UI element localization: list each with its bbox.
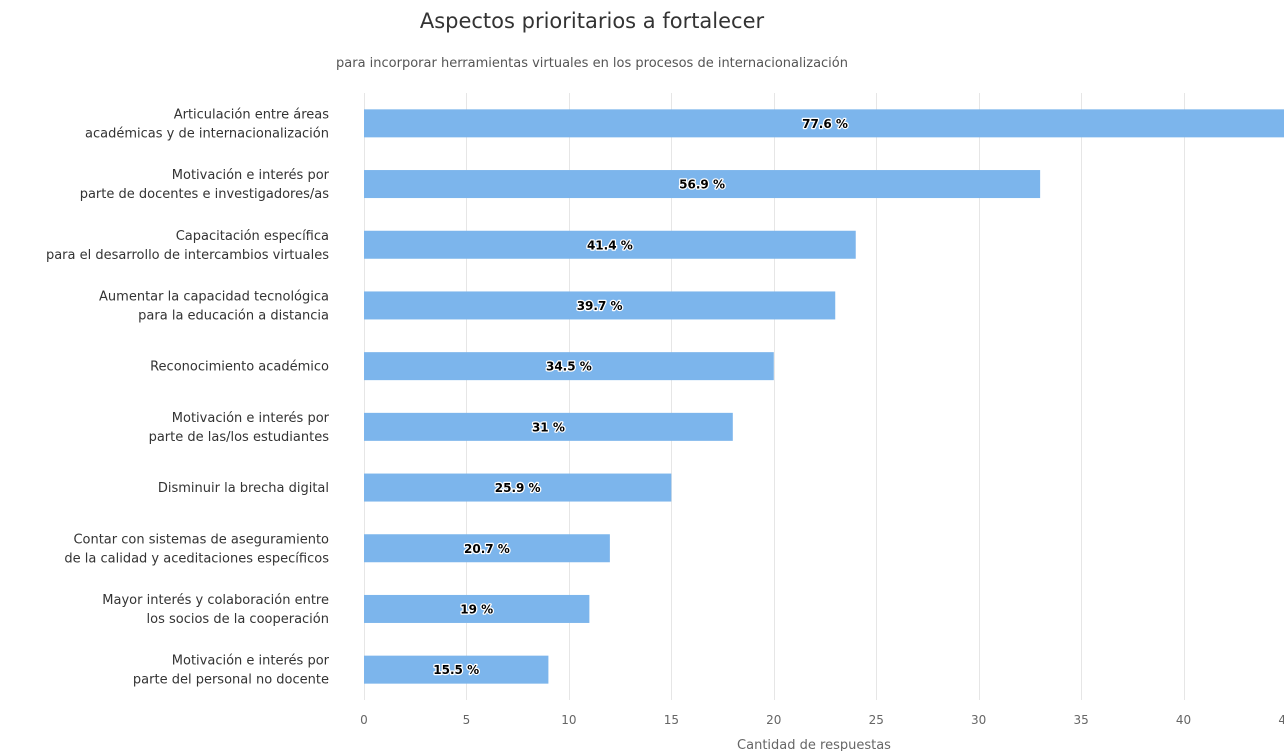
category-label-line: Motivación e interés por — [172, 411, 330, 426]
x-tick-label: 40 — [1176, 713, 1191, 727]
category-label: Contar con sistemas de aseguramiento de l… — [64, 532, 329, 566]
category-label-line: Disminuir la brecha digital — [158, 481, 329, 496]
data-label: 31 % — [532, 420, 565, 434]
category-label-line: académicas y de internacionalización — [85, 126, 329, 141]
category-label-line: parte de docentes e investigadores/as — [80, 187, 330, 202]
data-label: 41.4 % — [587, 238, 633, 252]
data-label: 19 % — [460, 602, 493, 616]
data-label: 15.5 % — [433, 663, 479, 677]
category-label-line: parte de las/los estudiantes — [149, 430, 330, 445]
x-tick-label: 0 — [360, 713, 368, 727]
category-label-line: para la educación a distancia — [138, 308, 329, 323]
category-label-line: Aumentar la capacidad tecnológica — [99, 289, 329, 304]
bar — [364, 170, 1041, 199]
category-label: Aumentar la capacidad tecnológica para la… — [99, 289, 329, 323]
data-label: 56.9 % — [679, 178, 725, 192]
category-label-line: Motivación e interés por — [172, 168, 330, 183]
bar — [364, 230, 856, 259]
category-label-line: Mayor interés y colaboración entre — [102, 593, 329, 608]
category-label-line: Motivación e interés por — [172, 654, 330, 669]
chart-subtitle: para incorporar herramientas virtuales e… — [336, 56, 848, 71]
x-tick-label: 5 — [463, 713, 471, 727]
category-label: Motivación e interés por parte de las/los… — [149, 411, 330, 445]
category-label: Mayor interés y colaboración entre los so… — [102, 593, 329, 627]
bar — [364, 473, 672, 502]
data-label: 25.9 % — [495, 481, 541, 495]
category-label-line: Contar con sistemas de aseguramiento — [73, 532, 329, 547]
category-label-line: Reconocimiento académico — [150, 360, 329, 375]
bar — [364, 352, 774, 381]
x-tick-label: 30 — [971, 713, 986, 727]
x-tick-label: 35 — [1073, 713, 1088, 727]
bar — [364, 655, 549, 684]
data-label: 34.5 % — [546, 360, 592, 374]
category-label-line: parte del personal no docente — [133, 673, 329, 688]
category-label-line: de la calidad y aceditaciones específico… — [64, 551, 329, 566]
x-tick-label: 15 — [664, 713, 679, 727]
x-tick-label: 25 — [869, 713, 884, 727]
bar — [364, 594, 590, 623]
chart-title: Aspectos prioritarios a fortalecer — [419, 9, 765, 33]
category-label: Reconocimiento académico — [150, 360, 329, 375]
category-label: Disminuir la brecha digital — [158, 481, 329, 496]
category-label-line: Articulación entre áreas — [174, 107, 330, 122]
category-label: Capacitación específica para el desarroll… — [46, 229, 329, 263]
category-label: Articulación entre áreas académicas y de … — [85, 107, 329, 141]
x-tick-label: 45 — [1278, 713, 1284, 727]
x-tick-label: 20 — [766, 713, 781, 727]
category-label-line: los socios de la cooperación — [147, 612, 329, 627]
x-axis-title: Cantidad de respuestas — [737, 738, 891, 751]
category-label-line: Capacitación específica — [176, 229, 329, 244]
data-label: 39.7 % — [577, 299, 623, 313]
x-tick-label: 10 — [561, 713, 576, 727]
bar — [364, 534, 610, 563]
category-label: Motivación e interés por parte del person… — [133, 654, 330, 688]
category-label-line: para el desarrollo de intercambios virtu… — [46, 248, 329, 263]
bar — [364, 291, 836, 320]
bar — [364, 412, 733, 441]
data-label: 20.7 % — [464, 542, 510, 556]
category-label: Motivación e interés por parte de docente… — [80, 168, 330, 202]
data-label: 77.6 % — [802, 117, 848, 131]
bar — [364, 109, 1284, 138]
